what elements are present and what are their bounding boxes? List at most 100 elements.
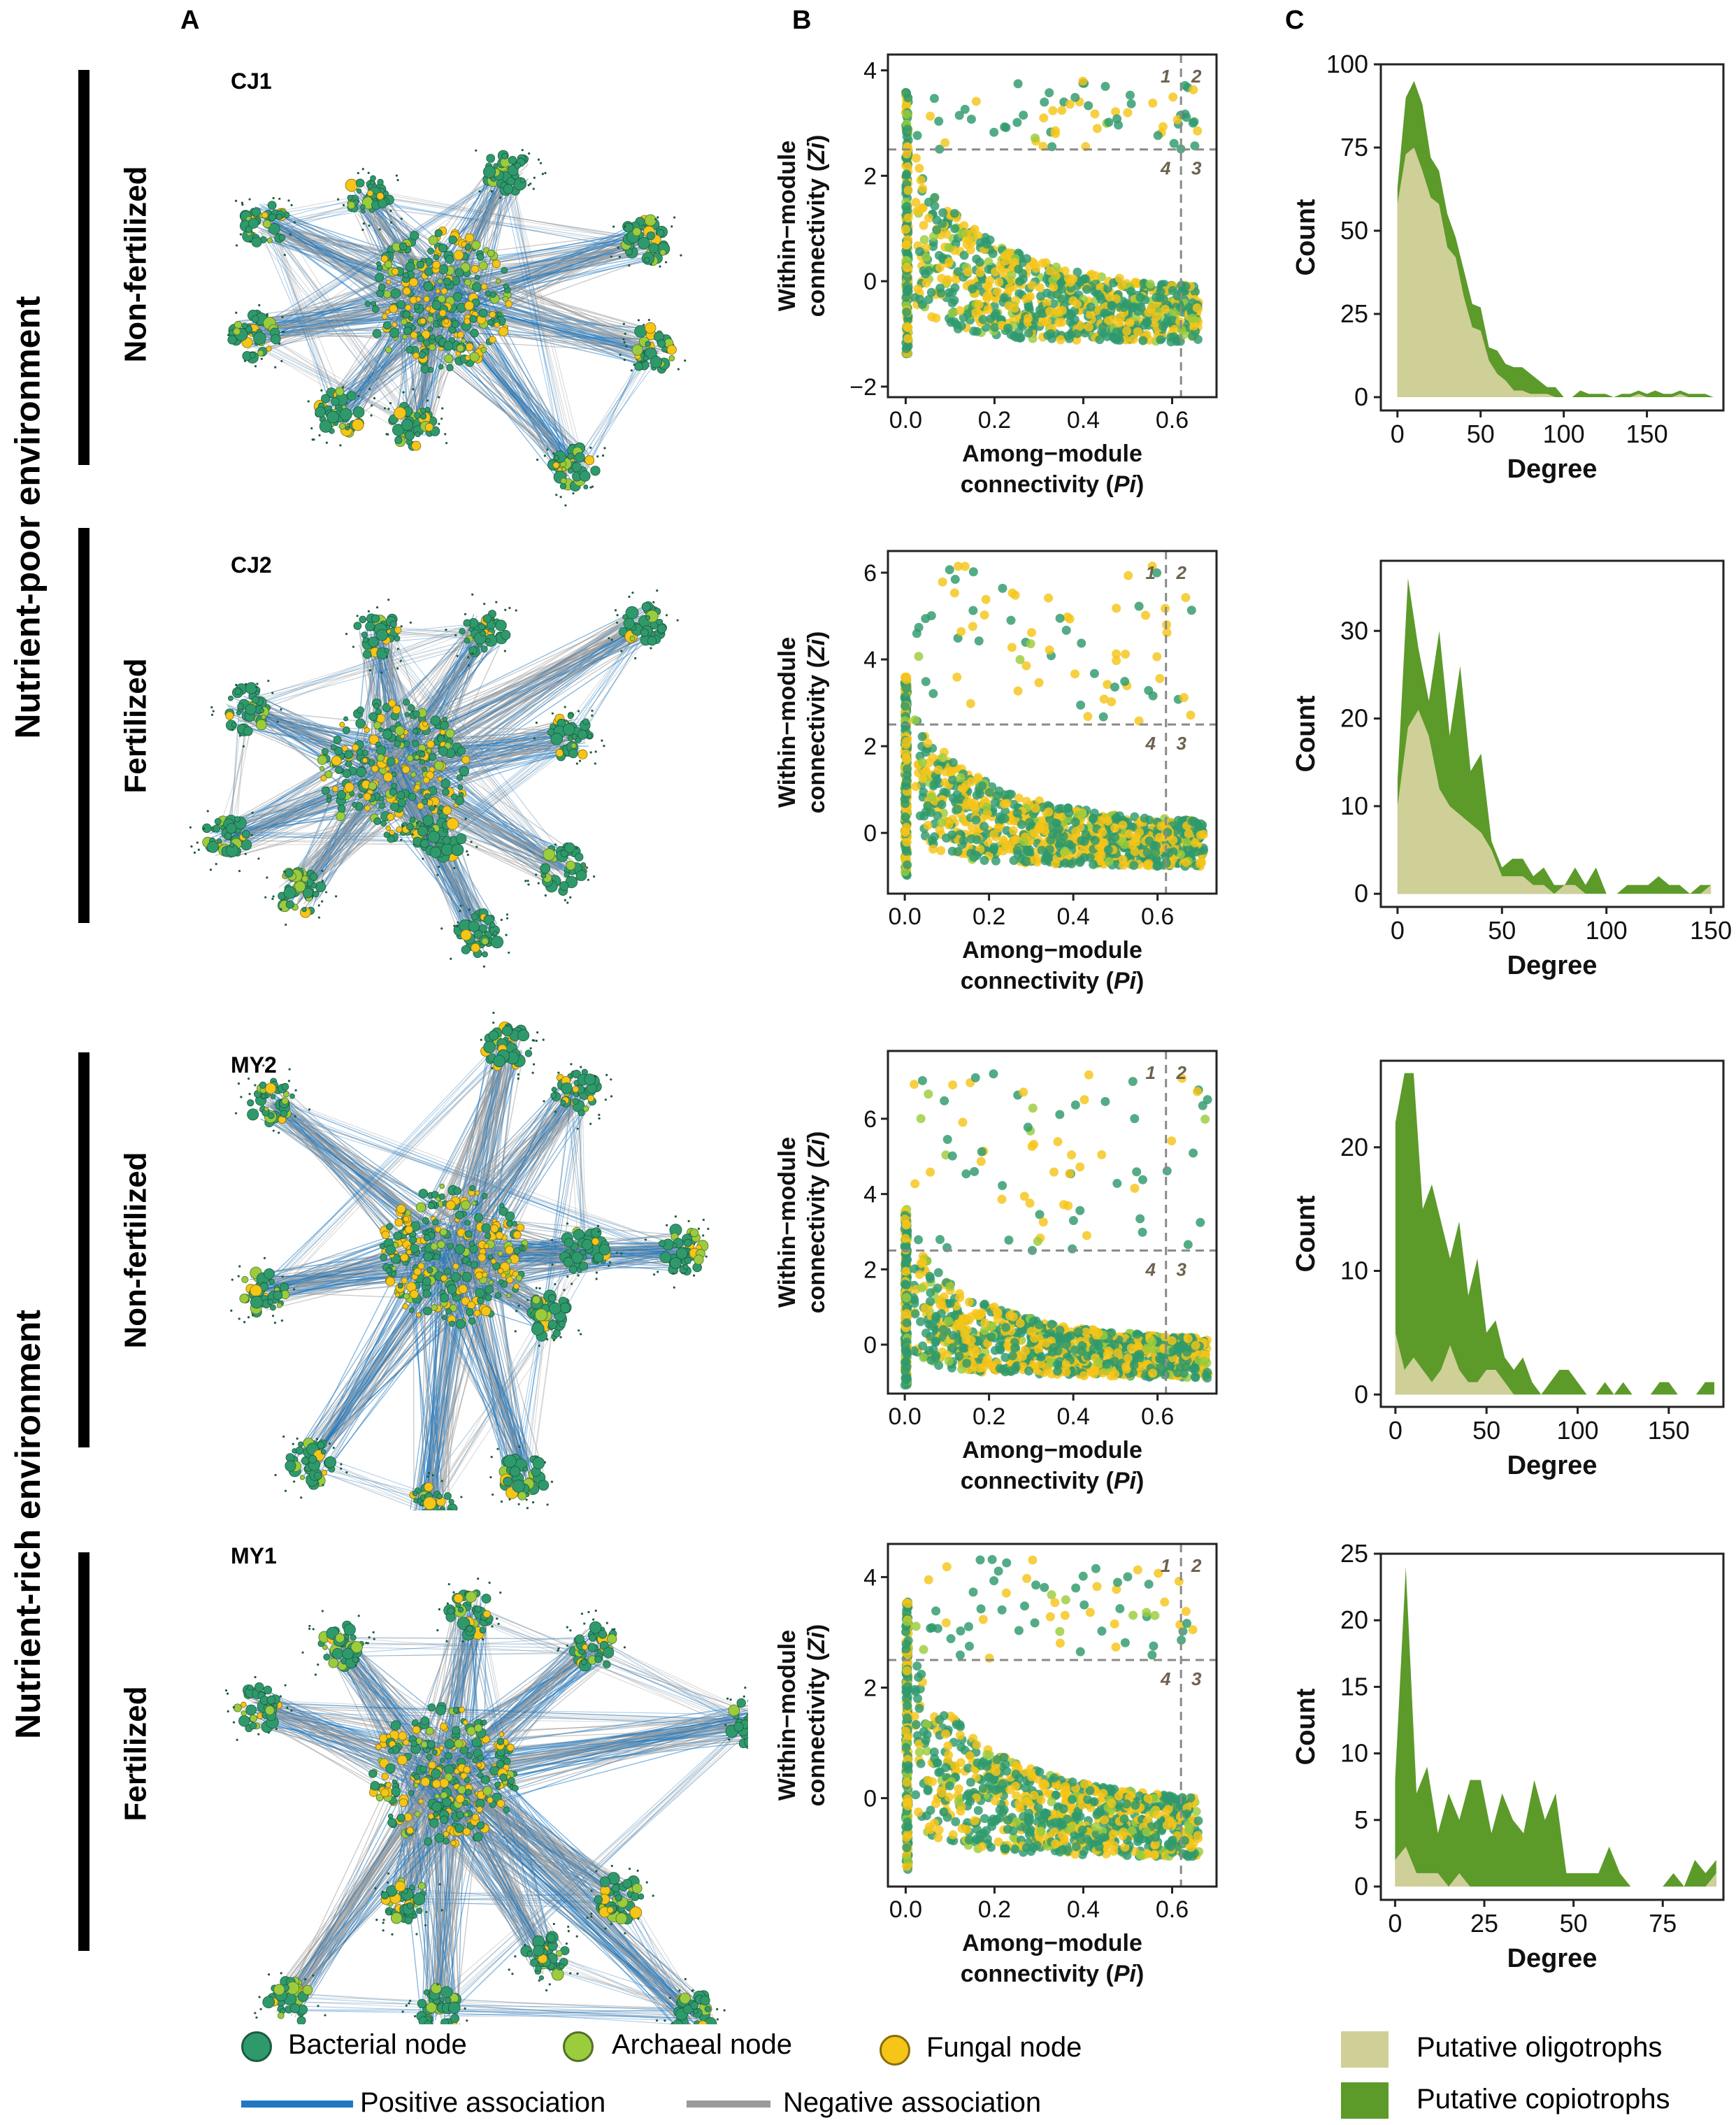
bacterial-node bbox=[550, 723, 557, 730]
bacterial-node bbox=[451, 320, 459, 328]
cross-edge bbox=[250, 1702, 748, 1721]
peripheral-node bbox=[308, 1108, 311, 1111]
bacterial-node bbox=[590, 466, 601, 476]
cross-edge bbox=[365, 206, 650, 241]
cross-edge bbox=[331, 1652, 594, 1657]
bacterial-node bbox=[298, 1441, 304, 1447]
peripheral-node bbox=[459, 910, 461, 913]
negative-edge bbox=[386, 740, 562, 881]
bacterial-node bbox=[572, 1098, 579, 1106]
peripheral-node bbox=[656, 589, 659, 592]
bacterial-node bbox=[408, 704, 415, 712]
fungal-node bbox=[321, 1470, 327, 1476]
bacterial-node bbox=[417, 335, 424, 343]
peripheral-node bbox=[644, 1238, 647, 1241]
bacterial-node bbox=[270, 1094, 276, 1099]
peripheral-node bbox=[272, 196, 275, 199]
negative-edge bbox=[436, 1261, 443, 1510]
bacterial-node bbox=[485, 1294, 492, 1302]
bacterial-node bbox=[476, 253, 485, 261]
peripheral-node bbox=[324, 891, 328, 894]
peripheral-node bbox=[559, 1336, 562, 1338]
bacterial-node bbox=[356, 766, 366, 778]
negative-edge bbox=[448, 256, 654, 350]
peripheral-node bbox=[254, 365, 257, 368]
bacterial-node bbox=[389, 327, 400, 338]
fungal-node bbox=[437, 776, 443, 782]
cross-edge bbox=[583, 359, 654, 471]
negative-edge bbox=[316, 803, 378, 901]
bacterial-node bbox=[579, 470, 591, 482]
bacterial-node bbox=[423, 1234, 431, 1242]
bacterial-node bbox=[276, 213, 283, 220]
fungal-node bbox=[405, 1225, 413, 1234]
bacterial-node bbox=[302, 887, 313, 899]
bacterial-node bbox=[429, 334, 436, 341]
archaeal-node bbox=[659, 249, 666, 256]
bacterial-node bbox=[579, 1261, 589, 1271]
peripheral-node bbox=[235, 683, 238, 687]
peripheral-node bbox=[659, 265, 661, 268]
archaeal-node bbox=[262, 220, 272, 229]
fungal-node bbox=[264, 1082, 276, 1094]
archaeal-node bbox=[319, 766, 325, 771]
fungal-node bbox=[505, 300, 512, 308]
bacterial-node bbox=[375, 261, 382, 266]
fungal-node bbox=[385, 309, 391, 315]
positive-edge bbox=[399, 315, 408, 420]
fungal-node bbox=[440, 1275, 447, 1282]
archaeal-node bbox=[431, 1304, 438, 1312]
peripheral-node bbox=[603, 447, 606, 450]
peripheral-node bbox=[499, 196, 502, 199]
bacterial-node bbox=[389, 620, 397, 628]
fungal-node bbox=[439, 309, 447, 317]
negative-edge bbox=[417, 1094, 557, 1242]
archaeal-node bbox=[335, 387, 345, 396]
network-edges bbox=[240, 1594, 748, 2024]
bacterial-node bbox=[451, 843, 464, 857]
peripheral-node bbox=[482, 965, 486, 968]
cross-edge bbox=[228, 700, 244, 836]
cross-edge bbox=[265, 225, 333, 410]
bacterial-node bbox=[571, 734, 578, 740]
cross-edge bbox=[587, 1652, 743, 1723]
bacterial-node bbox=[489, 922, 496, 928]
peripheral-node bbox=[702, 1218, 705, 1222]
peripheral-node bbox=[531, 1071, 534, 1074]
positive-edge bbox=[305, 1233, 416, 1450]
fungal-node bbox=[410, 1289, 419, 1299]
peripheral-node bbox=[212, 710, 215, 713]
bacterial-node bbox=[506, 1220, 513, 1227]
cross-edge bbox=[248, 629, 475, 715]
bacterial-node bbox=[430, 715, 440, 726]
archaeal-node bbox=[233, 327, 241, 336]
peripheral-node bbox=[190, 845, 193, 848]
peripheral-node bbox=[529, 1047, 532, 1050]
peripheral-node bbox=[466, 853, 469, 857]
positive-edge bbox=[393, 616, 650, 802]
bacterial-node bbox=[268, 213, 276, 222]
cross-edge bbox=[259, 329, 406, 425]
bacterial-node bbox=[396, 300, 406, 309]
peripheral-node bbox=[480, 1038, 482, 1041]
cross-edge bbox=[386, 638, 471, 934]
bacterial-node bbox=[236, 710, 241, 716]
cross-edge bbox=[505, 176, 571, 471]
bacterial-node bbox=[394, 436, 403, 444]
cross-edge bbox=[510, 170, 565, 475]
positive-edge bbox=[424, 622, 647, 752]
peripheral-node bbox=[287, 199, 290, 202]
fungal-node bbox=[383, 772, 393, 782]
bacterial-node bbox=[441, 1315, 447, 1320]
bacterial-node bbox=[517, 1029, 530, 1042]
bacterial-node bbox=[489, 291, 496, 298]
peripheral-node bbox=[515, 609, 517, 612]
peripheral-node bbox=[378, 228, 381, 231]
bacterial-node bbox=[353, 622, 362, 630]
fungal-node bbox=[591, 1237, 600, 1246]
negative-edge bbox=[413, 1238, 415, 1501]
archaeal-node bbox=[449, 1304, 457, 1312]
peripheral-node bbox=[526, 880, 529, 882]
archaeal-node bbox=[439, 1183, 445, 1189]
fungal-node bbox=[465, 343, 474, 352]
